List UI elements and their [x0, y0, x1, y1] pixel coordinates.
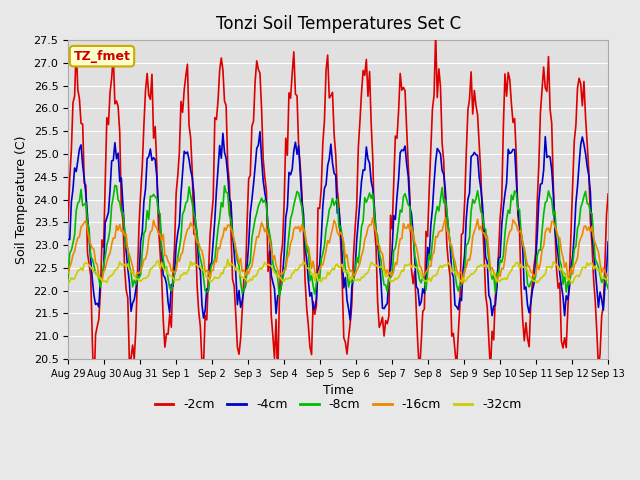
-8cm — [509, 197, 517, 203]
-4cm — [64, 237, 72, 242]
-2cm — [185, 122, 193, 128]
-2cm — [509, 120, 517, 125]
-32cm — [508, 268, 515, 274]
-16cm — [71, 248, 79, 254]
-8cm — [371, 210, 378, 216]
Title: Tonzi Soil Temperatures Set C: Tonzi Soil Temperatures Set C — [216, 15, 461, 33]
-2cm — [604, 191, 612, 197]
-16cm — [460, 281, 467, 287]
-4cm — [604, 239, 612, 245]
-8cm — [71, 232, 79, 238]
-4cm — [516, 222, 524, 228]
-2cm — [369, 156, 376, 161]
-2cm — [432, 31, 440, 36]
-16cm — [367, 222, 375, 228]
-2cm — [90, 389, 98, 395]
-32cm — [514, 260, 522, 266]
-4cm — [509, 146, 517, 152]
-32cm — [71, 276, 79, 281]
-8cm — [64, 276, 72, 281]
-4cm — [256, 129, 264, 134]
-16cm — [509, 217, 517, 223]
-8cm — [111, 182, 119, 188]
-16cm — [184, 227, 191, 232]
-8cm — [516, 206, 524, 212]
-16cm — [516, 229, 524, 235]
Line: -8cm: -8cm — [68, 185, 608, 296]
-4cm — [225, 196, 233, 202]
-2cm — [64, 218, 72, 224]
-16cm — [225, 222, 233, 228]
Line: -16cm: -16cm — [68, 218, 608, 284]
-32cm — [227, 261, 235, 266]
Legend: -2cm, -4cm, -8cm, -16cm, -32cm: -2cm, -4cm, -8cm, -16cm, -32cm — [150, 394, 527, 417]
-16cm — [604, 272, 612, 277]
Line: -2cm: -2cm — [68, 34, 608, 392]
-32cm — [604, 277, 612, 283]
-16cm — [369, 215, 376, 221]
-16cm — [64, 270, 72, 276]
-8cm — [185, 184, 193, 190]
-2cm — [227, 229, 235, 235]
-4cm — [71, 165, 79, 171]
-32cm — [64, 281, 72, 287]
-8cm — [604, 286, 612, 291]
X-axis label: Time: Time — [323, 384, 353, 397]
-4cm — [184, 149, 191, 155]
-2cm — [516, 226, 524, 231]
-8cm — [227, 217, 235, 223]
-2cm — [71, 93, 79, 99]
-4cm — [371, 205, 378, 211]
Line: -4cm: -4cm — [68, 132, 608, 320]
Line: -32cm: -32cm — [68, 259, 608, 284]
-4cm — [346, 317, 354, 323]
Y-axis label: Soil Temperature (C): Soil Temperature (C) — [15, 135, 28, 264]
-8cm — [275, 293, 283, 299]
Text: TZ_fmet: TZ_fmet — [74, 49, 131, 63]
-32cm — [184, 269, 191, 275]
-32cm — [224, 256, 232, 262]
-32cm — [369, 261, 376, 267]
